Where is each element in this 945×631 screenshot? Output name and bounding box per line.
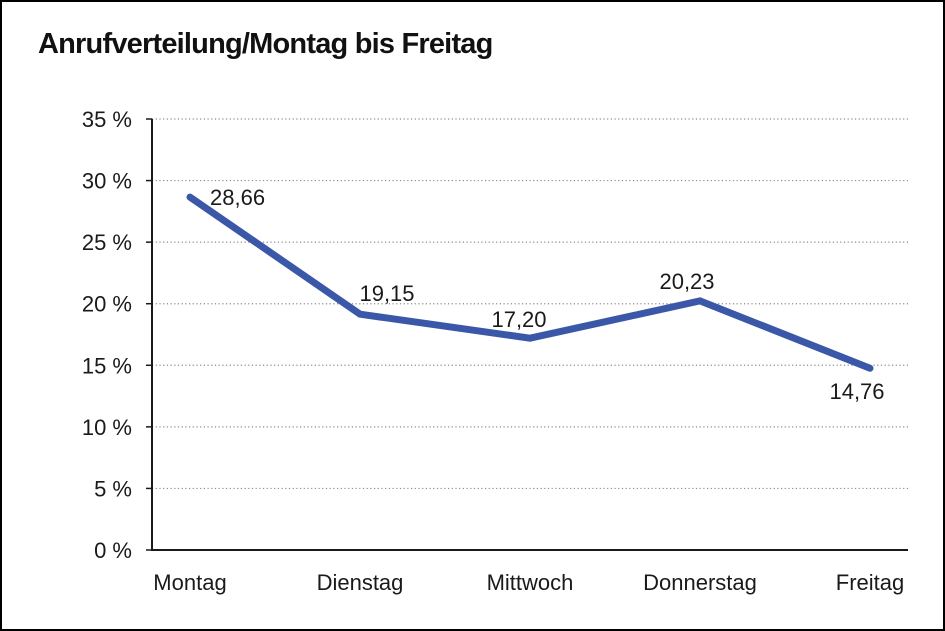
x-axis-label: Montag <box>153 570 226 595</box>
y-axis-label: 10 % <box>82 415 132 440</box>
y-axis-label: 25 % <box>82 230 132 255</box>
y-axis-label: 35 % <box>82 107 132 132</box>
x-axis-label: Mittwoch <box>487 570 574 595</box>
x-axis-label: Dienstag <box>317 570 404 595</box>
data-series-line <box>186 193 874 372</box>
data-point-label: 20,23 <box>659 269 714 294</box>
chart-title: Anrufverteilung/Montag bis Freitag <box>38 28 493 60</box>
y-axis-label: 20 % <box>82 292 132 317</box>
x-axis-label: Donnerstag <box>643 570 757 595</box>
y-axis-label: 0 % <box>94 538 132 563</box>
y-axis-label: 5 % <box>94 476 132 501</box>
x-axis-label: Freitag <box>836 570 904 595</box>
data-point-label: 14,76 <box>829 379 884 404</box>
y-axis-label: 30 % <box>82 169 132 194</box>
y-axis-label: 15 % <box>82 353 132 378</box>
data-point-label: 19,15 <box>359 281 414 306</box>
data-point-label: 17,20 <box>491 307 546 332</box>
data-point-label: 28,66 <box>210 185 265 210</box>
